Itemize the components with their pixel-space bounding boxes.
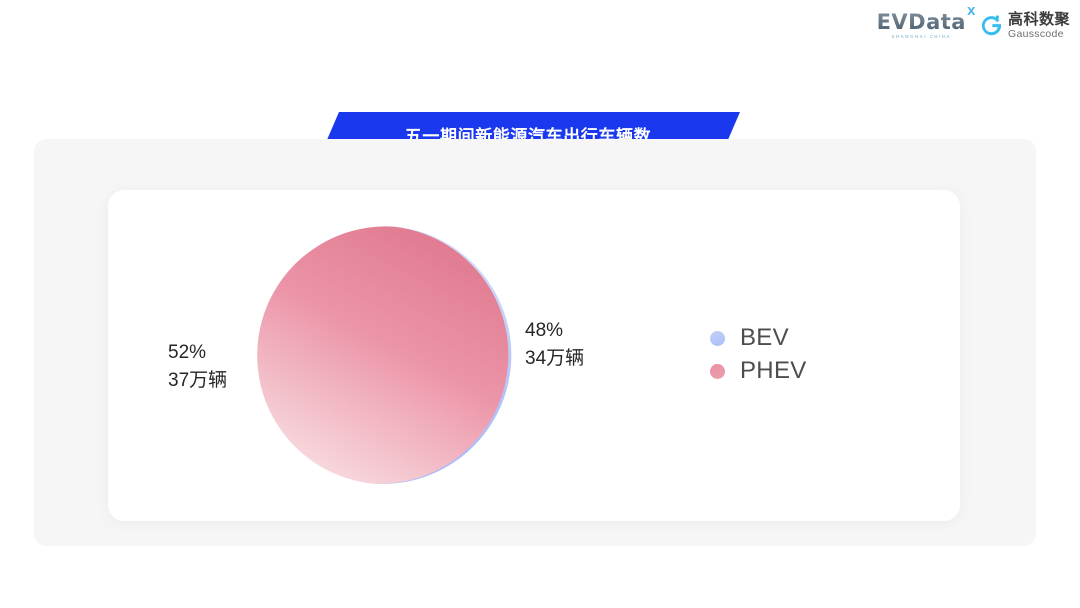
pie-label-bev-percent: 48%: [525, 320, 564, 341]
pie-slice-phev[interactable]: [251, 220, 515, 491]
legend-item-phev[interactable]: PHEV: [710, 359, 807, 383]
legend-swatch-phev-icon: [710, 363, 725, 379]
evdata-tagline: SHANGHAI CHINA: [891, 34, 952, 40]
pie-label-phev-value: 37万辆: [168, 369, 228, 391]
evdata-wordmark-text: EVData: [876, 10, 966, 35]
evdata-wordmark: EVData X: [876, 6, 975, 35]
gausscode-text: 高科数聚 Gausscode: [1008, 12, 1070, 40]
evdata-superscript-x: X: [967, 5, 976, 19]
legend-swatch-bev-icon: [710, 330, 725, 346]
legend-label-phev: PHEV: [740, 357, 807, 384]
gausscode-english-name: Gausscode: [1007, 28, 1064, 40]
legend-label-bev: BEV: [740, 324, 789, 351]
g-circle-icon: [981, 15, 1002, 36]
pie-label-bev: 48% 34万辆: [525, 317, 584, 372]
evdata-logo: EVData X SHANGHAI CHINA: [876, 6, 976, 40]
pie-label-bev-value: 34万辆: [525, 347, 585, 369]
pie-label-phev: 52% 37万辆: [168, 339, 227, 394]
chart-legend: BEV PHEV: [710, 326, 807, 383]
logo-bar: EVData X SHANGHAI CHINA 高科数聚 Gausscode: [876, 6, 1070, 40]
gausscode-logo: 高科数聚 Gausscode: [980, 12, 1070, 40]
legend-item-bev[interactable]: BEV: [710, 326, 807, 350]
chart-card: [108, 190, 960, 521]
pie-chart-svg: [251, 220, 515, 491]
gausscode-chinese-name: 高科数聚: [1007, 11, 1070, 28]
pie-label-phev-percent: 52%: [168, 342, 207, 363]
